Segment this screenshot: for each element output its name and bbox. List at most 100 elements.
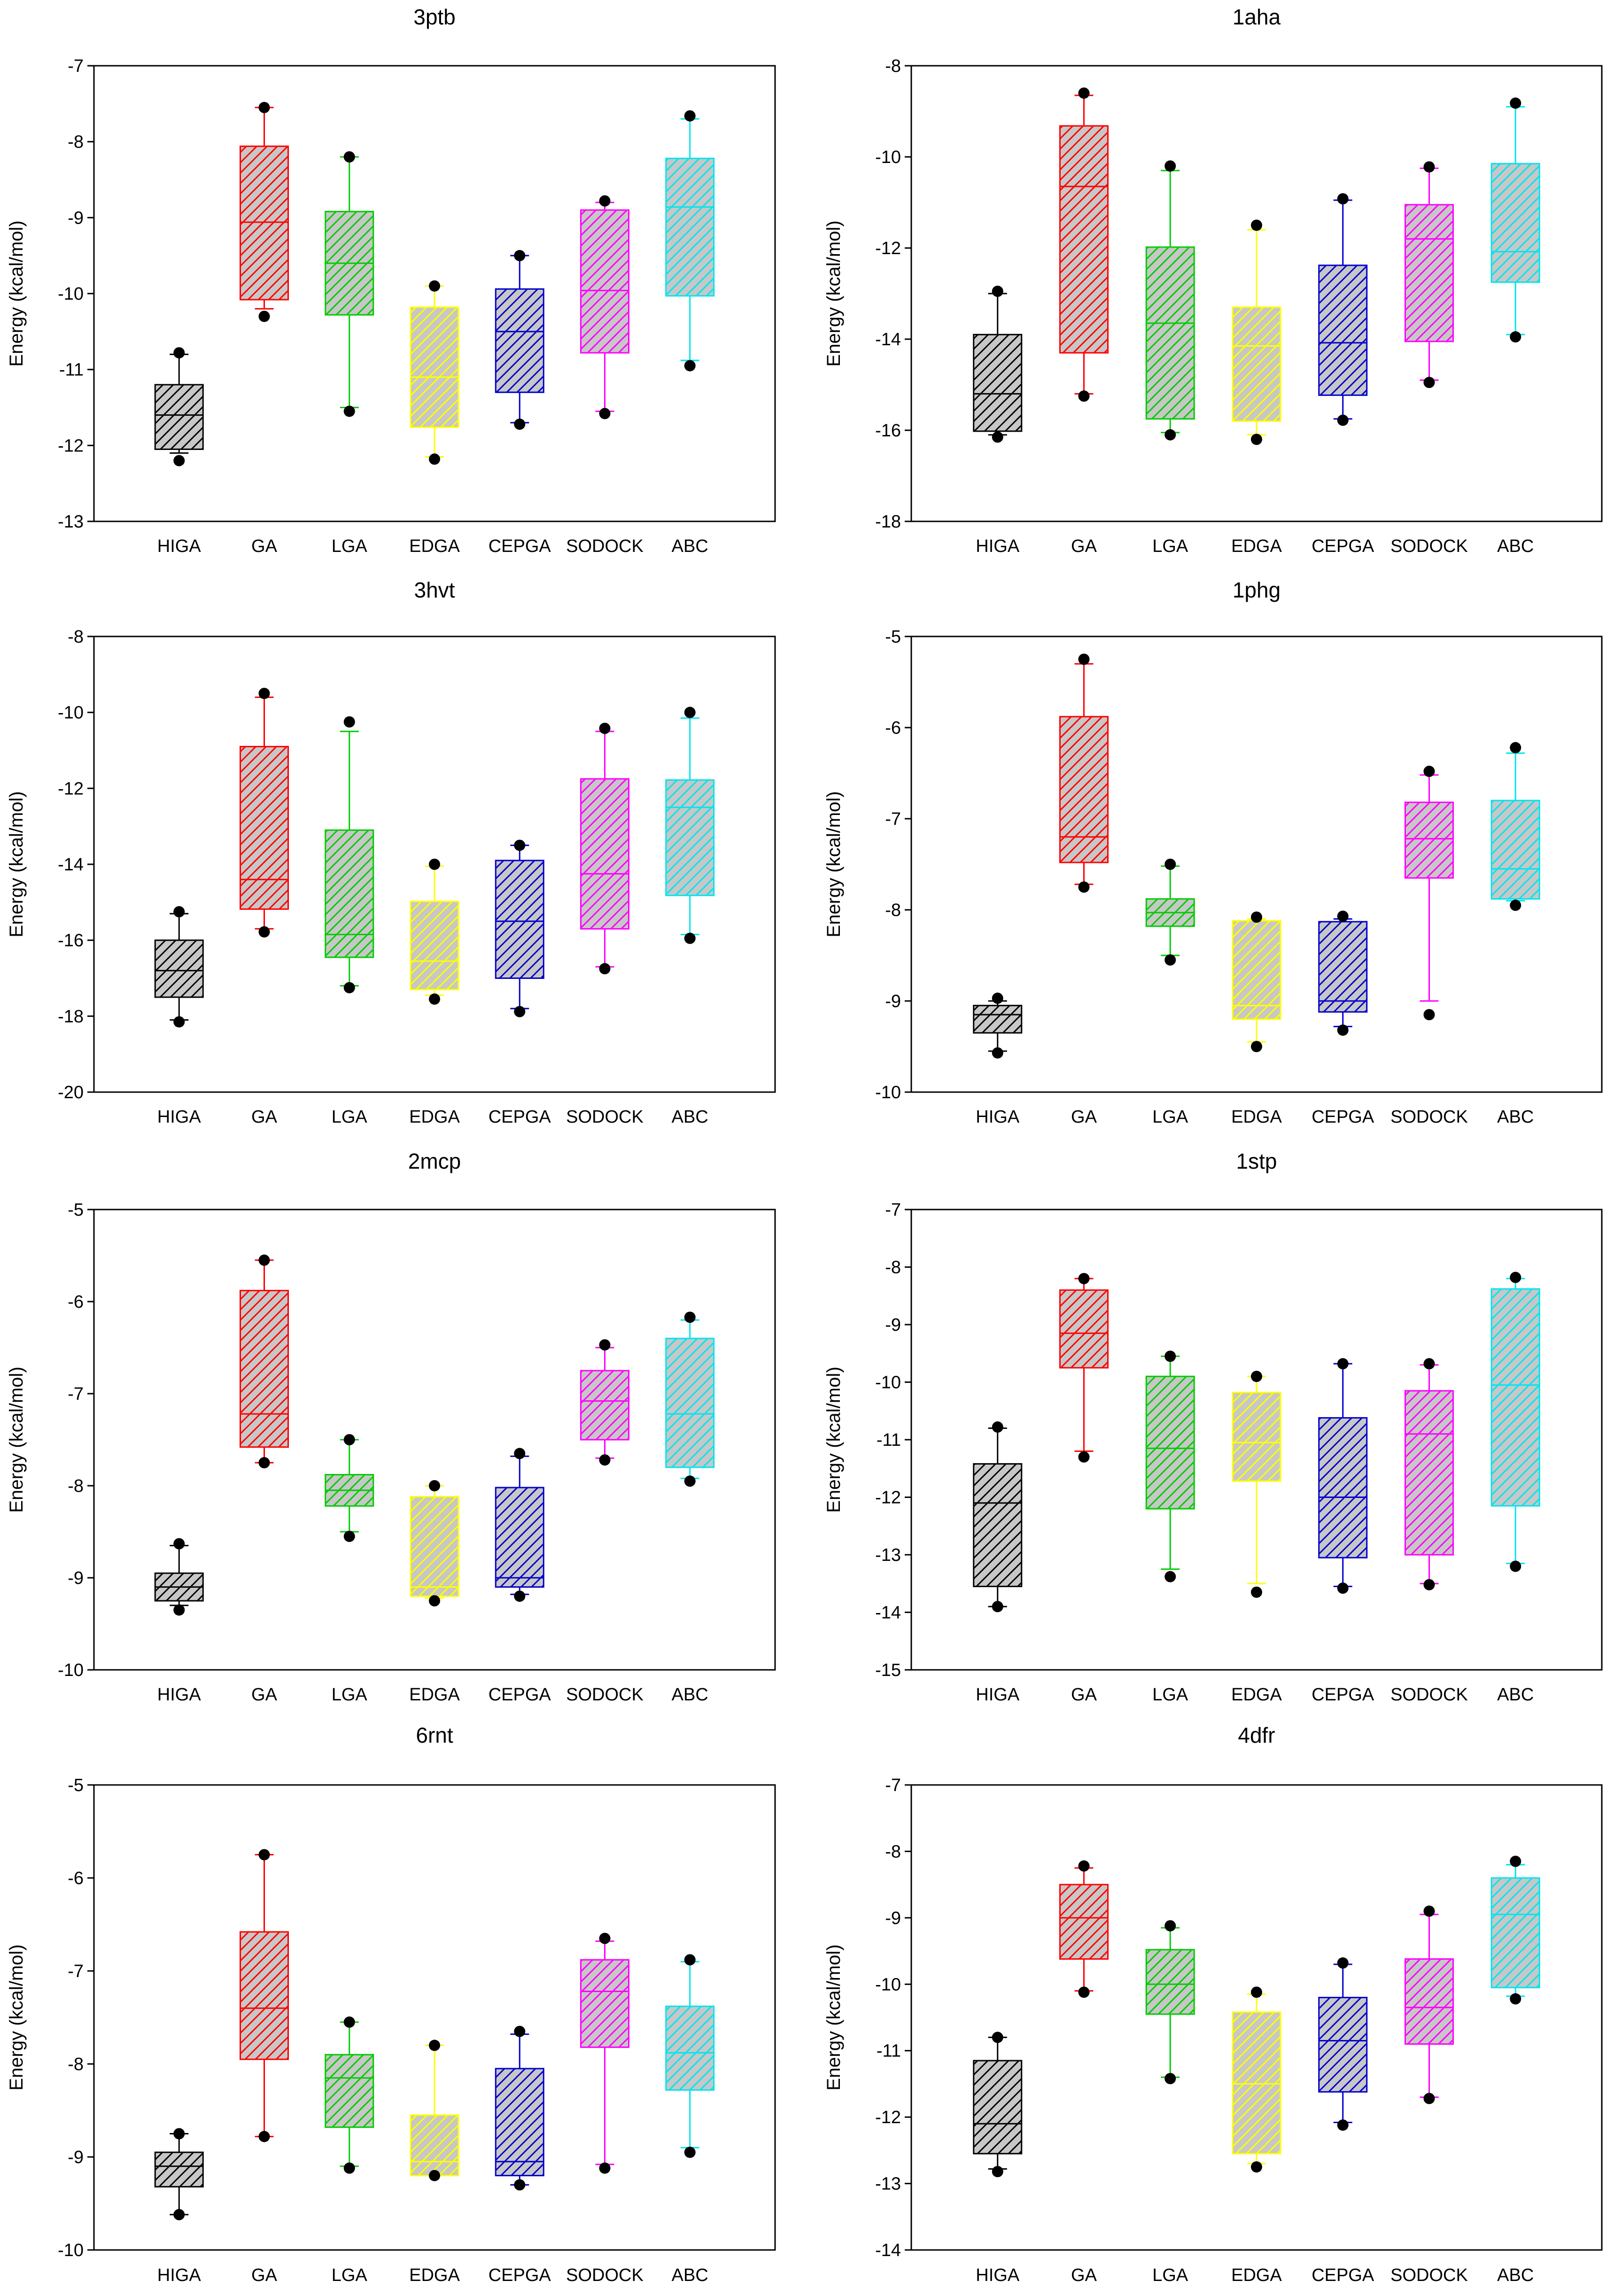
outlier-point-min — [599, 408, 611, 419]
box-ABC — [665, 1954, 715, 2158]
x-tick-label: ABC — [672, 536, 708, 556]
chart-panel-3ptb: 3ptb -7 -8 -9 -10 -11 -12 -13 Energy (kcal/mol) H… — [6, 5, 776, 556]
outlier-point-min — [1337, 1024, 1349, 1036]
box-body — [1318, 264, 1368, 396]
outlier-point-max — [1337, 910, 1349, 922]
outlier-point-min — [258, 1457, 270, 1468]
y-tick-label: -10 — [875, 1373, 901, 1393]
plot-frame — [93, 1209, 776, 1671]
outlier-point-min — [343, 405, 355, 417]
box-ABC — [665, 1311, 715, 1487]
box-body — [665, 779, 715, 896]
outlier-point-max — [1078, 653, 1090, 665]
x-tick-label: LGA — [1152, 1685, 1188, 1705]
outlier-point-min — [429, 453, 440, 465]
outlier-point-min — [1423, 377, 1435, 388]
x-tick-label: SODOCK — [1390, 2265, 1468, 2285]
box-GA — [1059, 1860, 1109, 1998]
x-tick-label: HIGA — [157, 1107, 202, 1127]
outlier-point-max — [343, 1434, 355, 1445]
x-tick-label: EDGA — [409, 536, 460, 556]
y-tick-label: -5 — [68, 1200, 84, 1220]
box-body — [665, 157, 715, 297]
outlier-point-max — [173, 2128, 185, 2140]
x-tick-label: LGA — [1152, 536, 1188, 556]
outlier-point-max — [173, 906, 185, 918]
y-tick-label: -11 — [877, 2041, 901, 2061]
box-EDGA — [1232, 1371, 1281, 1598]
y-axis-label: Energy (kcal/mol) — [6, 1366, 27, 1513]
outlier-point-min — [514, 1006, 526, 1017]
box-body — [1318, 921, 1368, 1013]
x-tick-label: LGA — [332, 1685, 368, 1705]
outlier-point-min — [1337, 1582, 1349, 1594]
chart-title: 6rnt — [416, 1723, 453, 1747]
box-CEPGA — [1318, 193, 1368, 426]
y-tick-label: -7 — [885, 1776, 901, 1795]
box-ABC — [1490, 742, 1540, 911]
box-body — [495, 860, 544, 979]
y-tick-label: -6 — [68, 1869, 84, 1888]
box-body — [154, 2151, 204, 2187]
outlier-point-max — [684, 1954, 696, 1966]
y-tick-label: -13 — [58, 512, 84, 532]
x-tick-label: CEPGA — [1312, 1685, 1374, 1705]
chart-title: 1aha — [1233, 5, 1281, 29]
box-body — [580, 1959, 629, 2048]
outlier-point-max — [343, 716, 355, 728]
y-tick-label: -5 — [68, 1776, 84, 1795]
chart-panel-6rnt: 6rnt -5 -6 -7 -8 -9 -10 Energy (kcal/mol) HIGA GA… — [6, 1723, 776, 2285]
y-tick-label: -10 — [875, 147, 901, 167]
y-axis-label: Energy (kcal/mol) — [6, 220, 27, 366]
chart-panel-1stp: 1stp -7 -8 -9 -10 -11 -12 -13 -14 -15 Energy (kcal… — [823, 1149, 1603, 1705]
box-LGA — [325, 151, 374, 417]
box-body — [1318, 1417, 1368, 1559]
outlier-point-max — [684, 110, 696, 122]
outlier-point-max — [429, 1480, 440, 1491]
chart-title: 4dfr — [1238, 1723, 1275, 1747]
outlier-point-max — [429, 859, 440, 870]
y-axis-label: Energy (kcal/mol) — [823, 1944, 844, 2090]
box-LGA — [1145, 160, 1195, 441]
outlier-point-min — [258, 2131, 270, 2142]
outlier-point-min — [1164, 954, 1176, 966]
y-tick-label: -7 — [885, 1200, 901, 1220]
y-tick-label: -11 — [877, 1430, 901, 1450]
y-tick-label: -14 — [58, 855, 84, 875]
outlier-point-min — [1251, 434, 1262, 445]
outlier-point-min — [1423, 1579, 1435, 1590]
x-tick-label: SODOCK — [1390, 536, 1468, 556]
box-LGA — [325, 2016, 374, 2174]
chart-title: 1stp — [1236, 1149, 1277, 1173]
outlier-point-min — [1078, 1451, 1090, 1463]
x-tick-label: HIGA — [157, 536, 202, 556]
y-tick-label: -10 — [875, 1083, 901, 1102]
outlier-point-min — [1078, 881, 1090, 893]
box-body — [1405, 204, 1454, 342]
y-tick-label: -14 — [875, 330, 901, 349]
outlier-point-max — [258, 1849, 270, 1861]
chart-title: 3ptb — [413, 5, 456, 29]
y-tick-label: -12 — [875, 2108, 901, 2127]
box-body — [973, 1005, 1023, 1034]
outlier-point-max — [1251, 1371, 1262, 1382]
x-tick-label: GA — [251, 1685, 278, 1705]
outlier-point-max — [258, 101, 270, 113]
box-EDGA — [410, 1480, 459, 1606]
outlier-point-min — [1078, 1986, 1090, 1998]
x-tick-label: SODOCK — [1390, 1107, 1468, 1127]
y-tick-label: -8 — [68, 2055, 84, 2074]
outlier-point-min — [1164, 1571, 1176, 1582]
chart-panel-1aha: 1aha -8 -10 -12 -14 -16 -18 Energy (kcal/mol) HI… — [823, 5, 1603, 556]
box-body — [580, 778, 629, 930]
y-tick-label: -5 — [885, 627, 901, 647]
box-ABC — [1490, 1272, 1540, 1572]
box-body — [240, 745, 289, 910]
y-tick-label: -12 — [58, 779, 84, 799]
x-tick-label: EDGA — [1231, 1685, 1282, 1705]
outlier-point-max — [599, 722, 611, 734]
box-body — [665, 1337, 715, 1468]
box-body — [240, 145, 289, 301]
box-body — [154, 939, 204, 998]
outlier-point-max — [1510, 742, 1521, 753]
